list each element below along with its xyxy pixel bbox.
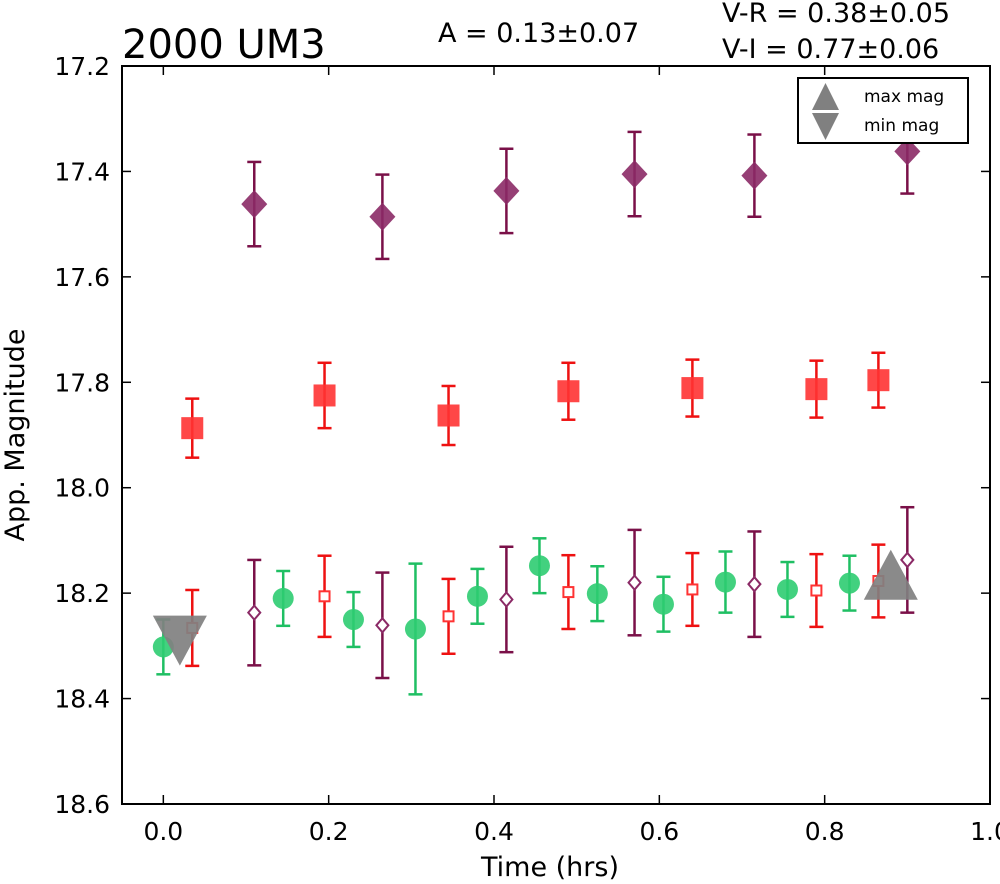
series-diamond-open: [246, 505, 915, 680]
v-r-color-label: V-R = 0.38±0.05: [722, 0, 950, 29]
data-point-diamond-open: [375, 616, 390, 634]
data-point-square: [867, 369, 890, 392]
chart-title: 2000 UM3: [122, 22, 326, 68]
y-tick-label: 18.6: [54, 790, 110, 819]
data-marks: [152, 107, 921, 696]
x-tick-label: 1.0: [970, 817, 1000, 846]
data-point-diamond: [894, 137, 921, 166]
data-point-square: [437, 404, 460, 427]
data-point-square-open: [810, 584, 823, 597]
series-circle-filled: [152, 537, 860, 696]
data-point-diamond-open: [246, 604, 262, 622]
data-point-diamond-open: [900, 551, 915, 569]
x-tick-label: 0.2: [309, 817, 349, 846]
y-tick-label: 17.4: [54, 157, 110, 186]
legend-min-mag-label: min mag: [864, 116, 939, 136]
data-point-circle: [404, 618, 426, 640]
data-point-square-open: [686, 583, 699, 596]
y-tick-label: 17.2: [54, 52, 110, 81]
data-point-square-open: [562, 586, 575, 599]
data-point-diamond: [241, 190, 268, 219]
data-point-diamond: [369, 202, 396, 231]
data-point-square: [313, 384, 336, 407]
data-point-circle: [776, 578, 798, 600]
x-tick-label: 0.0: [143, 817, 183, 846]
data-point-diamond: [741, 161, 768, 190]
data-point-circle: [838, 572, 860, 594]
legend-max-mag-triangle-up-icon: [812, 83, 839, 110]
data-point-diamond-open: [627, 574, 642, 592]
plot-frame: [121, 65, 991, 805]
axis-ticks: 0.0 0.2 0.4 0.6 0.8 1.0 17.2 17.4 17.6 17.8 18.0 18…: [54, 52, 1000, 846]
amplitude-label: A = 0.13±0.07: [438, 18, 639, 49]
data-point-diamond: [621, 160, 648, 189]
y-tick-label: 17.6: [54, 263, 110, 292]
data-point-diamond-open: [499, 590, 514, 609]
data-point-circle: [342, 609, 364, 630]
y-tick-label: 18.4: [54, 685, 110, 714]
x-tick-label: 0.4: [474, 817, 514, 846]
v-i-color-label: V-I = 0.77±0.06: [722, 34, 939, 65]
series-square-filled: [181, 351, 890, 459]
data-point-diamond-open: [747, 575, 762, 593]
y-tick-label: 18.0: [54, 474, 110, 503]
data-point-circle: [586, 583, 608, 605]
data-point-circle: [652, 593, 674, 615]
x-tick-label: 0.8: [805, 817, 845, 846]
data-point-diamond: [493, 176, 520, 205]
legend-max-mag-label: max mag: [864, 87, 944, 107]
data-point-square: [681, 377, 704, 400]
x-tick-label: 0.6: [639, 817, 679, 846]
legend-min-mag-triangle-down-icon: [812, 113, 839, 140]
data-point-square: [557, 380, 580, 403]
min-mag-marker: [152, 615, 207, 666]
data-point-circle: [528, 555, 550, 577]
data-point-circle: [714, 571, 736, 593]
y-axis-label: App. Magnitude: [0, 329, 31, 542]
data-point-square: [805, 378, 828, 401]
max-mag-marker: [863, 549, 918, 600]
series-diamond-filled: [241, 107, 921, 261]
data-point-square: [181, 417, 204, 440]
data-point-circle: [272, 587, 294, 609]
x-axis-label: Time (hrs): [480, 852, 619, 883]
data-point-circle: [466, 585, 488, 607]
legend: max mag min mag: [797, 77, 969, 144]
data-point-square-open: [318, 590, 331, 603]
y-tick-label: 18.2: [54, 579, 110, 608]
y-tick-label: 17.8: [54, 368, 110, 397]
data-point-square-open: [442, 610, 455, 623]
